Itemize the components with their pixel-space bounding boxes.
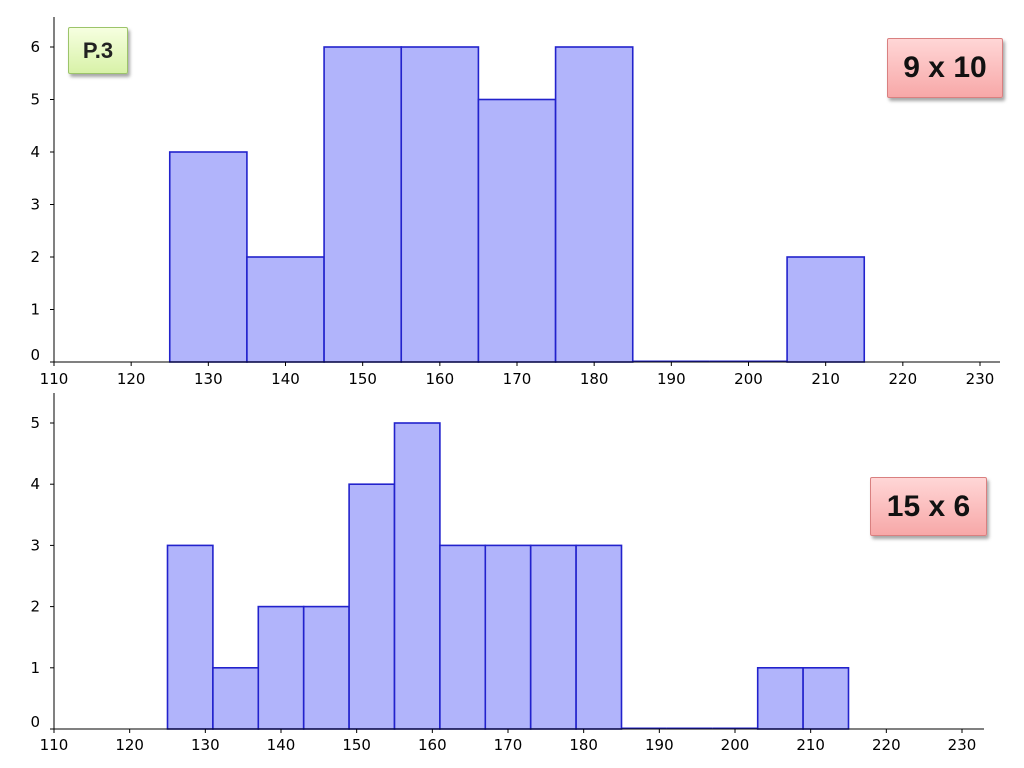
histogram-bar (477, 98, 557, 363)
x-tick-label: 110 (40, 370, 69, 388)
y-tick-label: 3 (30, 536, 40, 554)
x-tick-label: 180 (569, 736, 598, 754)
y-tick-label: 0 (30, 713, 40, 731)
x-tick-label: 140 (267, 736, 296, 754)
x-tick-label: 130 (194, 370, 223, 388)
histogram-bar (575, 544, 623, 730)
x-tick-label: 130 (191, 736, 220, 754)
histogram-bar (756, 666, 804, 730)
x-tick-label: 180 (580, 370, 609, 388)
x-tick-label: 210 (811, 370, 840, 388)
x-tick-label: 170 (494, 736, 523, 754)
bottom-chart-tag: 15 x 6 (870, 477, 987, 536)
histogram-bar (212, 666, 260, 730)
x-tick-label: 160 (426, 370, 455, 388)
page-tag: P.3 (68, 27, 128, 74)
histogram-bar (529, 544, 577, 730)
y-tick-label: 2 (30, 248, 40, 266)
y-tick-label: 1 (30, 301, 40, 319)
x-tick-label: 230 (948, 736, 977, 754)
x-tick-label: 150 (342, 736, 371, 754)
histogram-bar (393, 422, 441, 730)
histogram-bar (257, 605, 305, 730)
bottom-histogram: 110 120 130 140 150 160 170 180 190 200 210 220 230 0… (30, 393, 984, 754)
y-tick-label: 4 (30, 143, 40, 161)
histogram-bar (348, 483, 396, 730)
y-tick-label: 3 (30, 196, 40, 214)
x-tick-label: 160 (418, 736, 447, 754)
x-tick-label: 230 (966, 370, 995, 388)
x-tick-label: 170 (503, 370, 532, 388)
y-tick-label: 2 (30, 598, 40, 616)
histogram-bar (484, 544, 532, 730)
y-tick-label: 4 (30, 475, 40, 493)
y-tick-label: 1 (30, 659, 40, 677)
y-tick-label: 5 (30, 91, 40, 109)
x-tick-label: 220 (872, 736, 901, 754)
histogram-bar (302, 605, 350, 730)
x-tick-label: 140 (271, 370, 300, 388)
histogram-bar (400, 46, 480, 363)
x-tick-label: 190 (645, 736, 674, 754)
x-tick-label: 220 (889, 370, 918, 388)
x-tick-label: 150 (348, 370, 377, 388)
x-tick-label: 120 (117, 370, 146, 388)
y-tick-label: 5 (30, 414, 40, 432)
x-tick-label: 120 (115, 736, 144, 754)
histogram-bar (786, 256, 866, 363)
histogram-bar (246, 256, 325, 363)
histogram-bar (439, 544, 487, 730)
y-tick-label: 6 (30, 38, 40, 56)
histogram-bar (166, 544, 214, 730)
x-tick-label: 190 (657, 370, 686, 388)
y-tick-label: 0 (30, 346, 40, 364)
histogram-bar (168, 151, 248, 363)
x-tick-label: 210 (796, 736, 825, 754)
top-histogram: 110 120 130 140 150 160 170 180 190 200 210 220 230 0… (30, 17, 1000, 388)
x-tick-label: 200 (721, 736, 750, 754)
histogram-bar (554, 46, 634, 363)
x-tick-label: 200 (734, 370, 763, 388)
histogram-bar (323, 46, 403, 363)
x-tick-label: 110 (40, 736, 69, 754)
top-chart-tag: 9 x 10 (887, 38, 1003, 98)
histogram-bar (802, 666, 850, 730)
